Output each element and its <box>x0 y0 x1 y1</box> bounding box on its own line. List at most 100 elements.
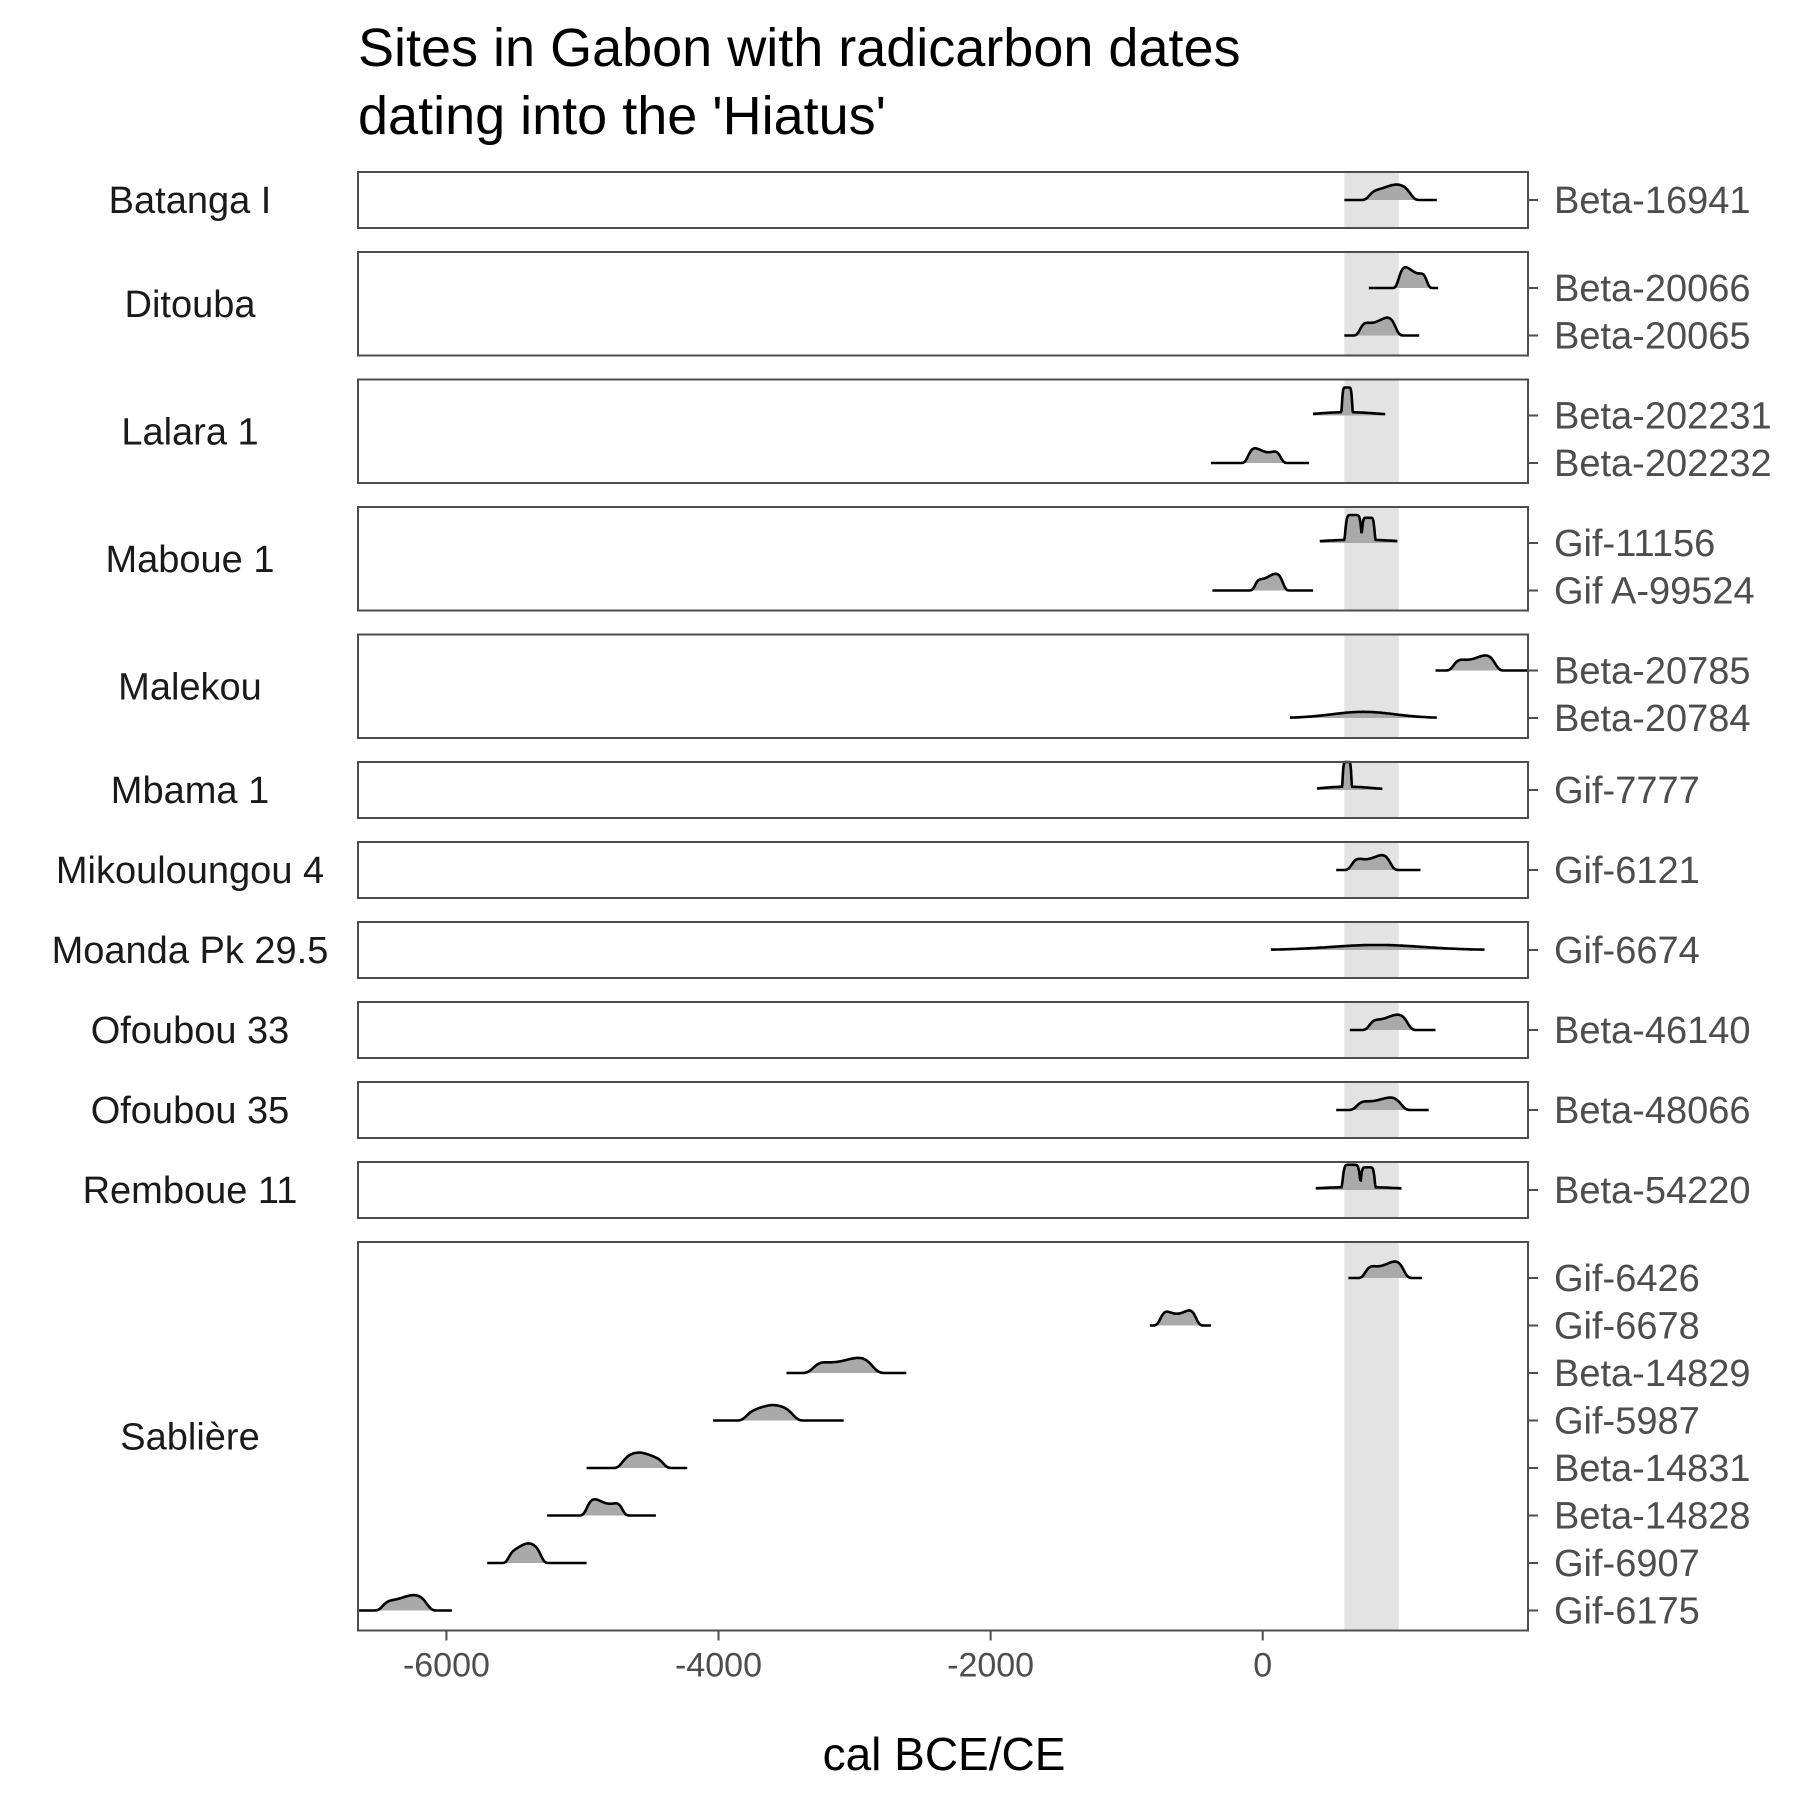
date-density-line <box>1315 1163 1402 1190</box>
site-label: Remboue 11 <box>83 1170 298 1212</box>
panel-frame <box>357 1081 1529 1139</box>
hiatus-band <box>1344 379 1399 483</box>
date-density-fill <box>1289 711 1437 718</box>
date-density-line <box>1313 386 1386 416</box>
site-label: Ofoubou 35 <box>91 1090 290 1132</box>
site-panel: Sablière Gif-6426 Gif-6678 Beta-14829 Gif-59… <box>120 1241 1751 1633</box>
x-tick-label: -6000 <box>403 1647 490 1685</box>
date-density-fill <box>1317 762 1383 790</box>
date-density-line <box>1344 316 1420 337</box>
panel-frame <box>357 506 1529 612</box>
site-label: Mikouloungou 4 <box>56 850 324 892</box>
date-density-line <box>1319 513 1398 543</box>
date-density-fill <box>1211 448 1309 463</box>
hiatus-band <box>1344 634 1399 738</box>
date-density-line <box>547 1498 656 1517</box>
panel-frame <box>357 1241 1529 1632</box>
lab-code-label: Beta-20784 <box>1554 698 1751 740</box>
site-panel: Ofoubou 33 Beta-46140 <box>91 1001 1751 1059</box>
date-density-fill <box>586 1452 688 1468</box>
date-density-fill <box>1212 573 1313 591</box>
panel-frame <box>357 633 1529 739</box>
date-density-line <box>786 1356 907 1375</box>
panel-frame <box>357 378 1529 484</box>
date-density-line <box>1344 183 1437 202</box>
date-density-line <box>1336 1096 1429 1112</box>
hiatus-band <box>1344 1242 1399 1631</box>
panels: Batanga I Beta-16941 Ditouba Beta-20066 Beta… <box>52 171 1772 1633</box>
site-panel: Remboue 11 Beta-54220 <box>83 1161 1751 1219</box>
site-panel: Batanga I Beta-16941 <box>109 171 1751 229</box>
x-tick-label: -2000 <box>947 1647 1034 1685</box>
site-panel: Moanda Pk 29.5 Gif-6674 <box>52 921 1700 979</box>
date-density-fill <box>1149 1310 1211 1326</box>
lab-code-label: Beta-46140 <box>1554 1010 1751 1052</box>
lab-code-label: Gif-6426 <box>1554 1258 1700 1300</box>
lab-code-label: Gif-6674 <box>1554 930 1700 972</box>
date-density-line <box>586 1451 688 1470</box>
date-density-line <box>1368 266 1439 290</box>
lab-code-label: Gif-7777 <box>1554 770 1700 812</box>
lab-code-label: Beta-20065 <box>1554 316 1751 358</box>
date-density-fill <box>1348 1261 1422 1278</box>
date-density-line <box>1149 1309 1211 1327</box>
lab-code-label: Beta-202231 <box>1554 396 1772 438</box>
site-panel: Mbama 1 Gif-7777 <box>111 760 1700 819</box>
lab-code-label: Beta-14831 <box>1554 1448 1751 1490</box>
lab-code-label: Gif-6121 <box>1554 850 1700 892</box>
date-density-fill <box>713 1405 844 1421</box>
date-density-fill <box>786 1357 907 1373</box>
site-label: Lalara 1 <box>121 411 258 453</box>
panel-frame <box>357 1001 1529 1059</box>
date-density-line <box>1348 1260 1422 1280</box>
date-density-fill <box>547 1499 656 1516</box>
site-label: Mbama 1 <box>111 770 269 812</box>
site-panel: Ofoubou 35 Beta-48066 <box>91 1081 1751 1139</box>
date-density-line <box>1289 710 1437 719</box>
lab-code-label: Beta-202232 <box>1554 443 1772 485</box>
site-label: Maboue 1 <box>105 539 274 581</box>
lab-code-label: Beta-14828 <box>1554 1496 1751 1538</box>
date-density-line <box>1336 853 1421 872</box>
date-density-fill <box>1344 317 1420 336</box>
site-label: Ditouba <box>125 284 257 326</box>
chart-title-line-2: dating into the 'Hiatus' <box>358 86 886 146</box>
lab-code-label: Gif-6907 <box>1554 1543 1700 1585</box>
site-label: Sablière <box>120 1416 259 1458</box>
lab-code-label: Beta-48066 <box>1554 1090 1751 1132</box>
date-density-fill <box>487 1543 587 1563</box>
lab-code-label: Beta-20066 <box>1554 268 1751 310</box>
x-tick-label: -4000 <box>675 1647 762 1685</box>
x-axis: -6000 -4000 -2000 0 <box>403 1630 1272 1685</box>
lab-code-label: Gif-5987 <box>1554 1401 1700 1443</box>
site-label: Ofoubou 33 <box>91 1010 290 1052</box>
date-density-fill <box>1435 655 1528 671</box>
site-label: Batanga I <box>109 180 272 222</box>
panel-frame <box>357 1161 1529 1219</box>
lab-code-label: Gif-6175 <box>1554 1591 1700 1633</box>
site-label: Moanda Pk 29.5 <box>52 930 329 972</box>
site-panel: Ditouba Beta-20066 Beta-20065 <box>125 251 1751 358</box>
panel-frame <box>357 761 1529 819</box>
x-tick-label: 0 <box>1253 1647 1272 1685</box>
date-density-line <box>487 1542 587 1565</box>
date-density-fill <box>1313 387 1386 416</box>
lab-code-label: Beta-14829 <box>1554 1353 1751 1395</box>
lab-code-label: Gif-6678 <box>1554 1306 1700 1348</box>
lab-code-label: Gif-11156 <box>1554 523 1715 565</box>
date-density-fill <box>1319 515 1398 543</box>
lab-code-label: Beta-54220 <box>1554 1170 1751 1212</box>
date-density-line <box>713 1403 844 1422</box>
lab-code-label: Beta-20785 <box>1554 651 1751 693</box>
date-density-fill <box>1368 267 1439 288</box>
panel-frame <box>357 841 1529 899</box>
date-density-fill <box>1349 1014 1436 1030</box>
date-density-line <box>358 1593 452 1612</box>
site-panel: Malekou Beta-20785 Beta-20784 <box>118 633 1751 740</box>
lab-code-label: Beta-16941 <box>1554 180 1751 222</box>
lab-code-label: Gif A-99524 <box>1554 571 1755 613</box>
panel-frame <box>357 251 1529 357</box>
date-density-line <box>1435 654 1528 672</box>
